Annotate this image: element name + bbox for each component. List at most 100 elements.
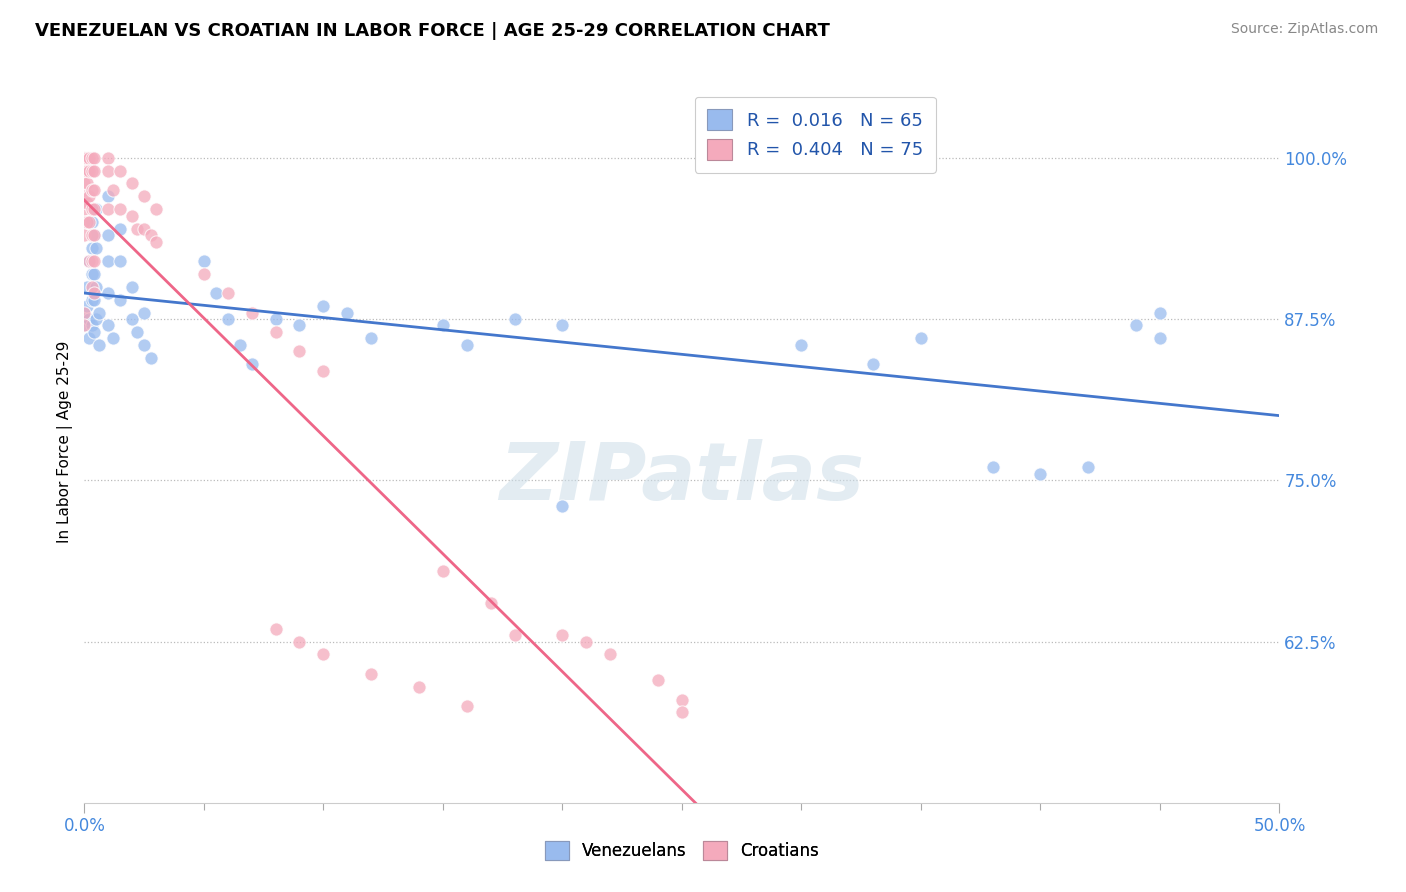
- Point: [456, 699, 478, 714]
- Point: [671, 692, 693, 706]
- Point: [80, 293, 103, 307]
- Point: [312, 299, 335, 313]
- Point: [97, 286, 120, 301]
- Point: [121, 177, 143, 191]
- Point: [83, 286, 105, 301]
- Point: [76, 163, 98, 178]
- Point: [73, 215, 96, 229]
- Point: [217, 312, 239, 326]
- Point: [80, 267, 103, 281]
- Point: [132, 221, 156, 235]
- Point: [83, 228, 105, 243]
- Point: [110, 221, 132, 235]
- Point: [205, 286, 228, 301]
- Point: [217, 286, 239, 301]
- Point: [97, 189, 120, 203]
- Point: [110, 293, 132, 307]
- Point: [240, 357, 263, 371]
- Point: [121, 209, 143, 223]
- Y-axis label: In Labor Force | Age 25-29: In Labor Force | Age 25-29: [58, 341, 73, 542]
- Point: [73, 202, 96, 217]
- Point: [790, 338, 813, 352]
- Point: [86, 279, 108, 293]
- Point: [76, 177, 98, 191]
- Point: [80, 202, 103, 217]
- Point: [432, 318, 454, 333]
- Point: [101, 183, 124, 197]
- Point: [73, 228, 96, 243]
- Point: [76, 279, 98, 293]
- Point: [551, 318, 574, 333]
- Point: [193, 267, 215, 281]
- Point: [145, 235, 167, 249]
- Point: [80, 183, 103, 197]
- Point: [97, 253, 120, 268]
- Point: [110, 253, 132, 268]
- Point: [80, 253, 103, 268]
- Point: [73, 151, 96, 165]
- Point: [80, 318, 103, 333]
- Point: [145, 202, 167, 217]
- Point: [981, 460, 1004, 475]
- Point: [76, 195, 98, 210]
- Point: [264, 622, 287, 636]
- Point: [83, 267, 105, 281]
- Point: [551, 628, 574, 642]
- Point: [80, 215, 103, 229]
- Legend: Venezuelans, Croatians: Venezuelans, Croatians: [538, 834, 825, 867]
- Point: [503, 312, 526, 326]
- Point: [97, 202, 120, 217]
- Point: [479, 596, 502, 610]
- Point: [312, 363, 335, 377]
- Text: VENEZUELAN VS CROATIAN IN LABOR FORCE | AGE 25-29 CORRELATION CHART: VENEZUELAN VS CROATIAN IN LABOR FORCE | …: [35, 22, 830, 40]
- Point: [121, 279, 143, 293]
- Text: ZIPatlas: ZIPatlas: [499, 439, 865, 516]
- Point: [671, 706, 693, 720]
- Point: [73, 151, 96, 165]
- Point: [83, 293, 105, 307]
- Point: [83, 325, 105, 339]
- Point: [360, 331, 382, 345]
- Point: [288, 634, 311, 648]
- Point: [86, 312, 108, 326]
- Point: [1149, 305, 1171, 319]
- Point: [73, 318, 96, 333]
- Point: [73, 312, 96, 326]
- Point: [80, 151, 103, 165]
- Point: [77, 253, 100, 268]
- Point: [125, 221, 148, 235]
- Point: [110, 163, 132, 178]
- Point: [73, 163, 96, 178]
- Point: [77, 331, 100, 345]
- Point: [83, 151, 105, 165]
- Text: Source: ZipAtlas.com: Source: ZipAtlas.com: [1230, 22, 1378, 37]
- Point: [575, 634, 598, 648]
- Point: [288, 318, 311, 333]
- Point: [141, 228, 163, 243]
- Point: [336, 305, 359, 319]
- Point: [240, 305, 263, 319]
- Point: [86, 241, 108, 255]
- Point: [83, 253, 105, 268]
- Point: [77, 151, 100, 165]
- Point: [408, 680, 430, 694]
- Point: [229, 338, 252, 352]
- Point: [97, 318, 120, 333]
- Point: [132, 305, 156, 319]
- Point: [312, 648, 335, 662]
- Point: [73, 305, 96, 319]
- Point: [432, 564, 454, 578]
- Point: [1125, 318, 1147, 333]
- Point: [80, 228, 103, 243]
- Point: [110, 202, 132, 217]
- Point: [86, 202, 108, 217]
- Point: [83, 163, 105, 178]
- Point: [73, 305, 96, 319]
- Point: [647, 673, 669, 688]
- Point: [599, 648, 621, 662]
- Point: [80, 241, 103, 255]
- Point: [73, 318, 96, 333]
- Point: [1077, 460, 1099, 475]
- Point: [73, 177, 96, 191]
- Point: [360, 666, 382, 681]
